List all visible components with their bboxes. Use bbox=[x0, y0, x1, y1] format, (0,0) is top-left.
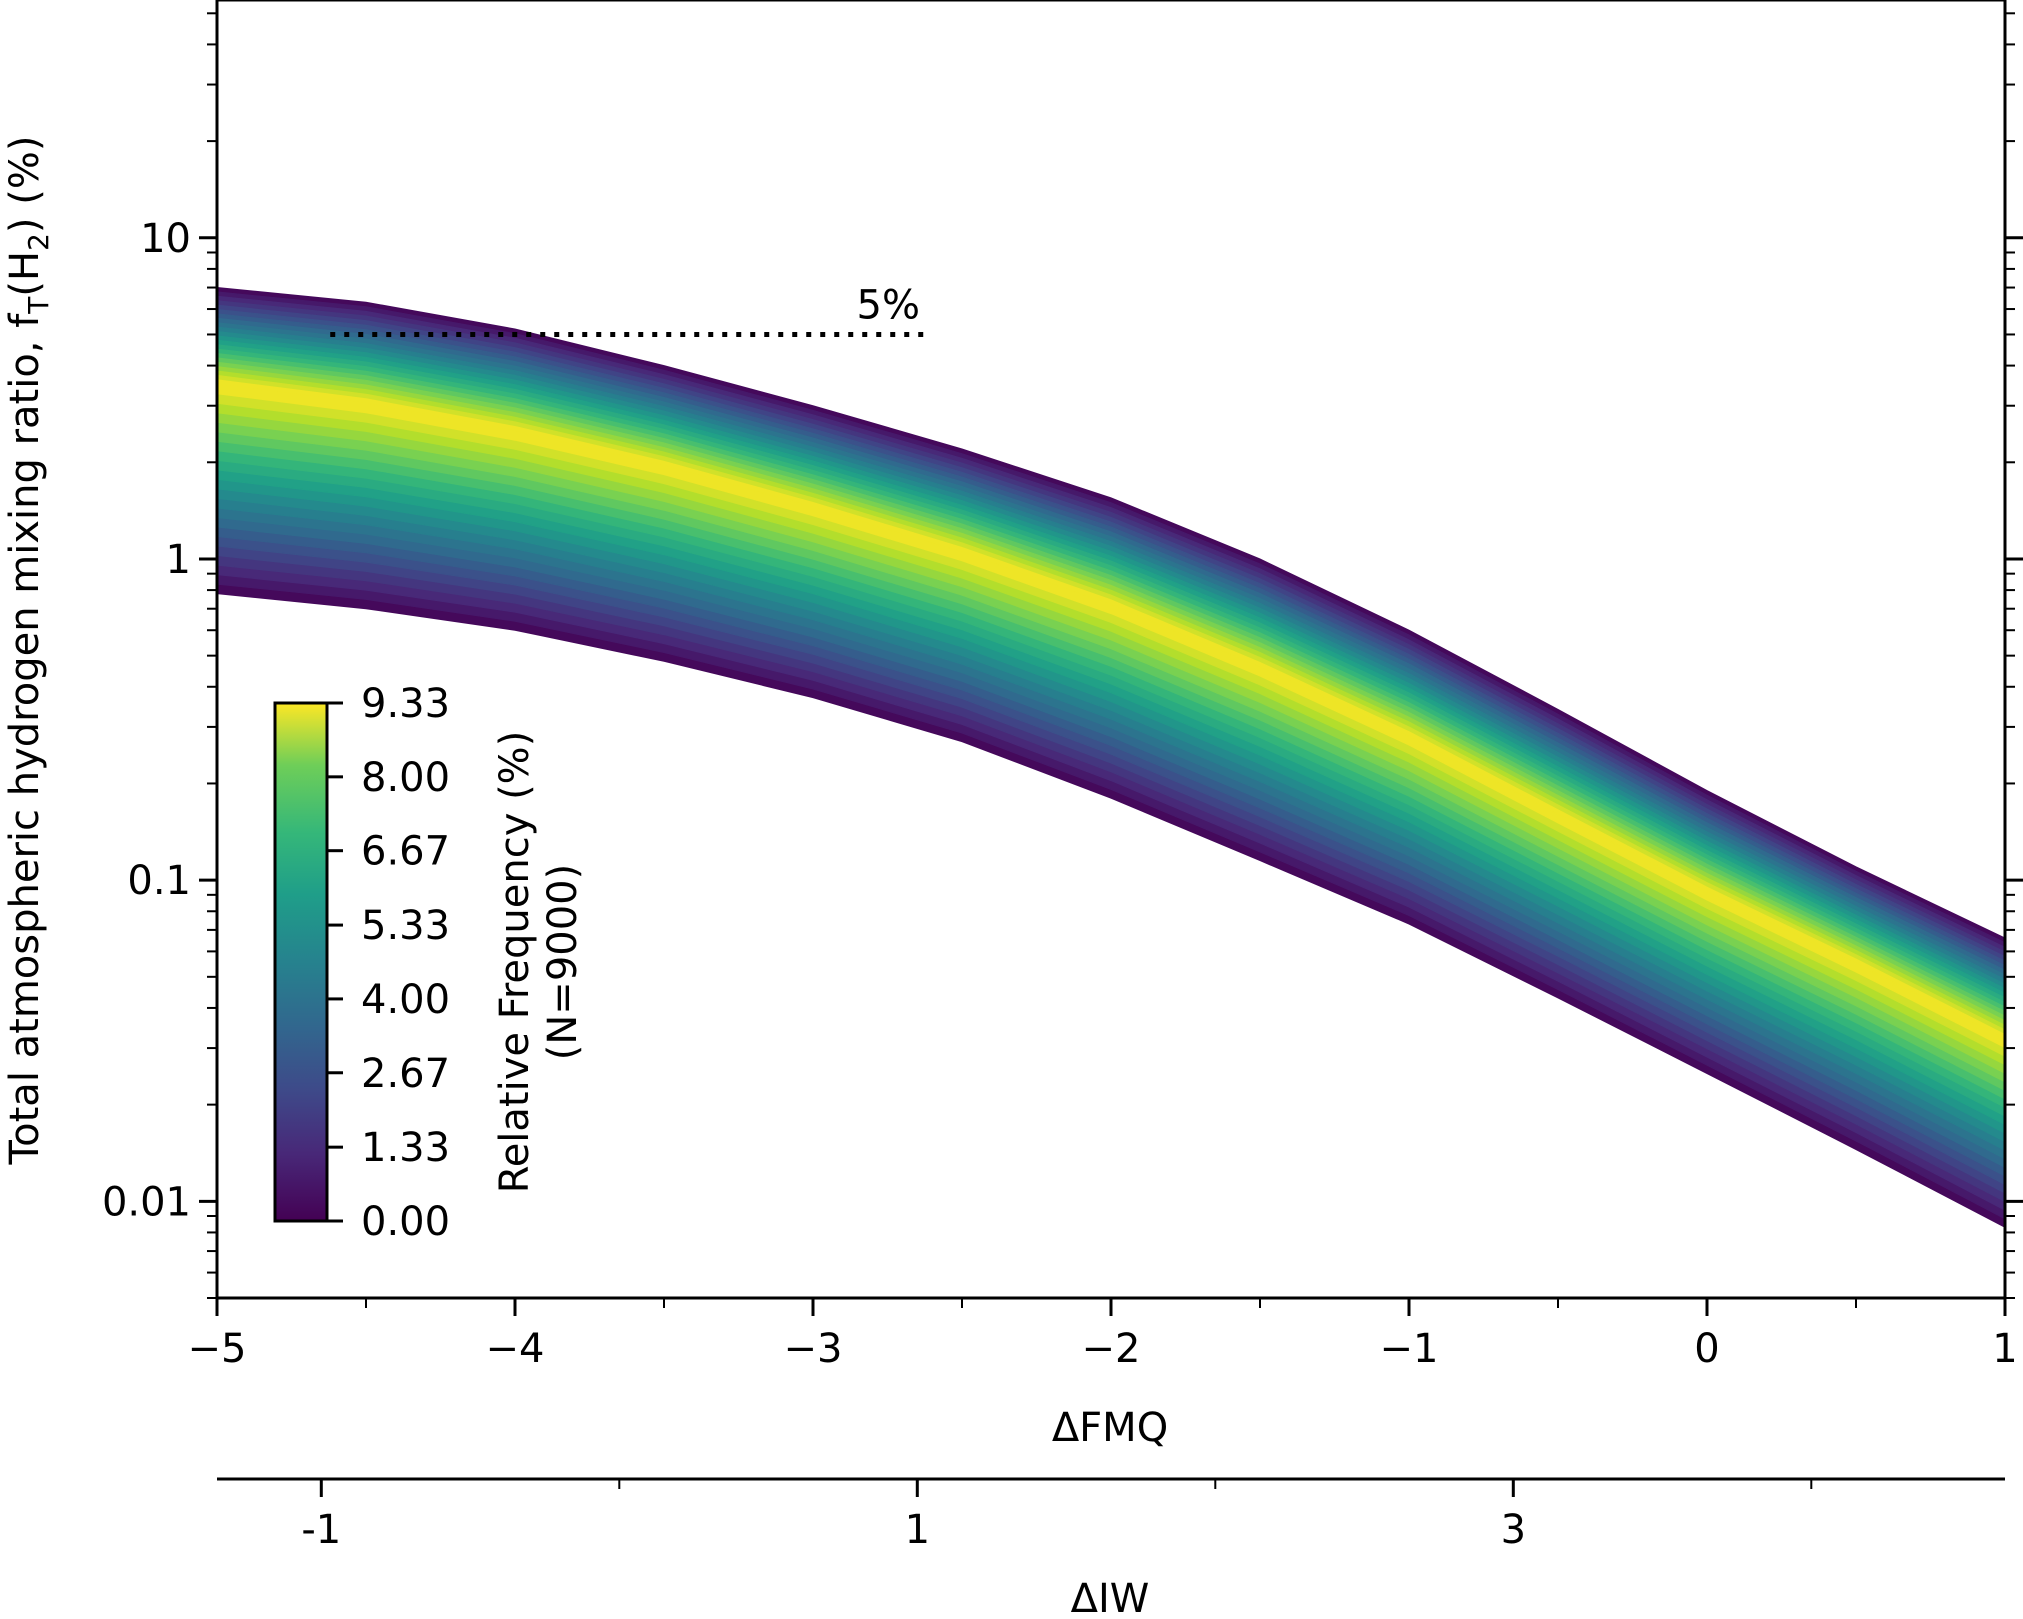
colorbar-label: Relative Frequency (%)(N=9000) bbox=[492, 731, 586, 1194]
x-tick-label: 1 bbox=[1992, 1326, 2017, 1372]
colorbar-tick-label: 8.00 bbox=[361, 755, 450, 801]
x-tick-label: −4 bbox=[486, 1326, 545, 1372]
y-tick-label: 0.01 bbox=[102, 1179, 191, 1225]
colorbar-tick-label: 6.67 bbox=[361, 829, 450, 875]
y-axis: 0.01 0.1 1 10 bbox=[102, 12, 2023, 1299]
band-level bbox=[217, 383, 2005, 1049]
x2-tick-label: 3 bbox=[1501, 1507, 1526, 1553]
colorbar-tick-label: 9.33 bbox=[361, 681, 450, 727]
colorbar: 0.00 1.33 2.67 4.00 5.33 6.67 8.00 9.33 Relativ… bbox=[273, 681, 586, 1245]
x2-tick-label: -1 bbox=[301, 1507, 341, 1553]
x-tick-label: −3 bbox=[784, 1326, 843, 1372]
x2-axis-label: ΔIW bbox=[1071, 1576, 1150, 1619]
reference-line-label: 5% bbox=[857, 282, 920, 328]
frequency-band bbox=[217, 286, 2005, 1228]
colorbar-tick-label: 0.00 bbox=[361, 1199, 450, 1245]
colorbar-ticks: 0.00 1.33 2.67 4.00 5.33 6.67 8.00 9.33 bbox=[327, 681, 450, 1245]
y-axis-label: Total atmospheric hydrogen mixing ratio,… bbox=[2, 136, 55, 1166]
colorbar-tick-label: 4.00 bbox=[361, 977, 450, 1023]
y-tick-label: 0.1 bbox=[127, 858, 191, 904]
y-tick-label: 1 bbox=[166, 537, 191, 583]
reference-line-group: 5% bbox=[330, 282, 927, 337]
x-tick-label: −1 bbox=[1380, 1326, 1439, 1372]
y-tick-label: 10 bbox=[140, 216, 191, 262]
x-tick-label: −5 bbox=[188, 1326, 247, 1372]
x2-tick-label: 1 bbox=[905, 1507, 930, 1553]
colorbar-gradient bbox=[273, 701, 329, 1223]
x-tick-label: −2 bbox=[1082, 1326, 1141, 1372]
x-axis-fmq: −5 −4 −3 −2 −1 0 1 bbox=[188, 1298, 2018, 1372]
colorbar-tick-label: 2.67 bbox=[361, 1051, 450, 1097]
colorbar-tick-label: 1.33 bbox=[361, 1125, 450, 1171]
x-axis-label: ΔFMQ bbox=[1052, 1405, 1168, 1451]
x-tick-label: 0 bbox=[1694, 1326, 1719, 1372]
colorbar-tick-label: 5.33 bbox=[361, 903, 450, 949]
x-axis-iw: -1 1 3 bbox=[301, 1479, 1813, 1553]
